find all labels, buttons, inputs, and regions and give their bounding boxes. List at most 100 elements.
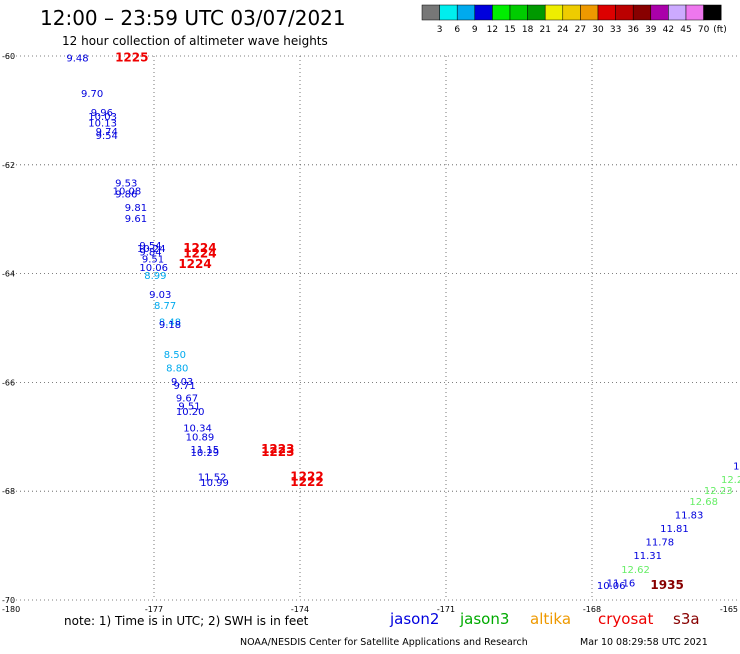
credit-line: NOAA/NESDIS Center for Satellite Applica… (240, 637, 528, 648)
pass-time-label: 1225 (115, 50, 148, 64)
wave-height-label: 9.48 (66, 53, 88, 64)
wave-height-label: 8.50 (164, 350, 186, 361)
color-swatch (650, 4, 669, 21)
footer: note: 1) Time is in UTC; 2) SWH is in fe… (64, 610, 708, 648)
wave-height-label: 10.99 (200, 478, 229, 489)
longitude-tick-label: -168 (583, 605, 601, 614)
color-scale-label: 15 (504, 25, 515, 35)
wave-height-label: 9.03 (171, 377, 193, 388)
color-scale-legend: 3 6 9 12 15 18 21 24 27 30 33 36 39 42 45 70 (ft) (421, 4, 727, 35)
wave-height-label: 9.67 (176, 393, 198, 404)
satellite-legend-s3a: s3a (673, 610, 700, 628)
color-scale-label: 24 (557, 25, 569, 35)
color-scale-label: 30 (592, 25, 604, 35)
wave-height-label: 10.13 (88, 119, 117, 130)
color-scale-label: 45 (680, 25, 691, 35)
wave-height-label: 12.62 (621, 565, 650, 576)
satellite-legend-jason2: jason2 (389, 610, 439, 628)
wave-height-label: 9.74 (96, 127, 118, 138)
wave-height-label: 9.81 (125, 203, 147, 214)
color-swatch (562, 4, 581, 21)
wave-height-label: 10.89 (186, 433, 215, 444)
color-scale-label: 39 (645, 25, 657, 35)
color-swatch (615, 4, 634, 21)
color-scale-label: 70 (698, 25, 710, 35)
wave-height-label: 11.52 (198, 472, 227, 483)
wave-height-label: 10.20 (176, 407, 205, 418)
wave-height-label: 10.06 (139, 263, 168, 274)
color-swatch (597, 4, 616, 21)
wave-height-label: 12.23 (704, 486, 733, 497)
wave-height-label: 12.2 (721, 475, 740, 486)
wave-height-label: 10.34 (183, 423, 212, 434)
latitude-tick-label: -62 (2, 161, 15, 170)
page-subtitle: 12 hour collection of altimeter wave hei… (62, 34, 328, 48)
color-swatch (544, 4, 564, 21)
latitude-tick-label: -64 (2, 270, 15, 279)
wave-height-label: 8.48 (159, 317, 181, 328)
satellite-legend-jason3: jason3 (459, 610, 509, 628)
pass-time-label: 1224 (183, 241, 216, 255)
color-scale-label: 6 (454, 25, 460, 35)
color-swatch (456, 4, 476, 21)
wave-height-label: 9.71 (173, 381, 195, 392)
wave-height-label: 9.54 (139, 241, 161, 252)
wave-height-label: 8.77 (154, 301, 176, 312)
color-scale-label: 36 (627, 25, 639, 35)
pass-time-label: 1935 (650, 578, 683, 592)
wave-height-label: 9.18 (159, 320, 181, 331)
longitude-tick-label: -165 (720, 605, 738, 614)
wave-height-label: 8.99 (144, 271, 166, 282)
wave-height-label: 9.84 (139, 248, 161, 259)
page-title: 12:00 – 23:59 UTC 03/07/2021 (40, 6, 346, 30)
pass-time-label: 1224 (178, 257, 211, 271)
longitude-tick-label: -180 (2, 605, 20, 614)
satellite-legend-altika: altika (530, 610, 571, 628)
pass-time-label: 1222 (290, 469, 323, 483)
color-scale-label: 3 (437, 25, 443, 35)
wave-height-label: 9.96 (91, 108, 113, 119)
color-scale-label: 12 (487, 25, 498, 35)
wave-height-label: 9.51 (178, 402, 200, 413)
wave-height-label: 10.29 (191, 448, 220, 459)
satellite-legend-cryosat: cryosat (598, 610, 653, 628)
wave-height-label: 9.86 (115, 189, 137, 200)
color-swatch (509, 4, 528, 21)
wave-height-label: 10.08 (113, 187, 142, 198)
color-swatch (632, 4, 652, 21)
longitude-tick-label: -177 (145, 605, 163, 614)
wave-height-label: 11.15 (191, 445, 220, 456)
latitude-tick-label: -68 (2, 487, 15, 496)
latitude-tick-label: -60 (2, 52, 15, 61)
longitude-tick-label: -171 (437, 605, 455, 614)
wave-height-label: 11.78 (646, 538, 675, 549)
color-swatch (439, 4, 458, 21)
wave-height-label: 9.70 (81, 89, 103, 100)
color-scale-label: 42 (663, 25, 674, 35)
wave-height-label: 10.06 (597, 581, 626, 592)
map-plot-area: -60 -62 -64 -66 -68 -70-180 -177 -174 -171 -168 -1… (2, 50, 740, 614)
wave-height-label: 10.24 (137, 244, 166, 255)
color-scale-unit: (ft) (713, 25, 727, 35)
color-swatch (421, 4, 440, 21)
color-swatch (474, 4, 493, 21)
wave-height-label: 9.54 (96, 131, 118, 142)
wave-height-label: 9.03 (149, 290, 171, 301)
color-scale-label: 9 (472, 25, 478, 35)
wave-height-label: 12.68 (689, 497, 718, 508)
color-swatch (668, 4, 687, 21)
color-scale-label: 33 (610, 25, 621, 35)
color-scale-label: 21 (539, 25, 550, 35)
wave-height-label: 10.03 (88, 112, 117, 123)
wave-height-label: 11.31 (633, 551, 662, 562)
wave-height-label: 11.16 (607, 578, 636, 589)
footnote: note: 1) Time is in UTC; 2) SWH is in fe… (64, 614, 309, 628)
pass-time-label: 1222 (290, 475, 323, 489)
wave-height-label: 11.83 (675, 510, 704, 521)
latitude-tick-label: -70 (2, 596, 15, 605)
color-swatch (527, 4, 546, 21)
wave-height-label: 8.80 (166, 364, 188, 375)
color-swatch (492, 4, 511, 21)
color-scale-label: 18 (522, 25, 534, 35)
